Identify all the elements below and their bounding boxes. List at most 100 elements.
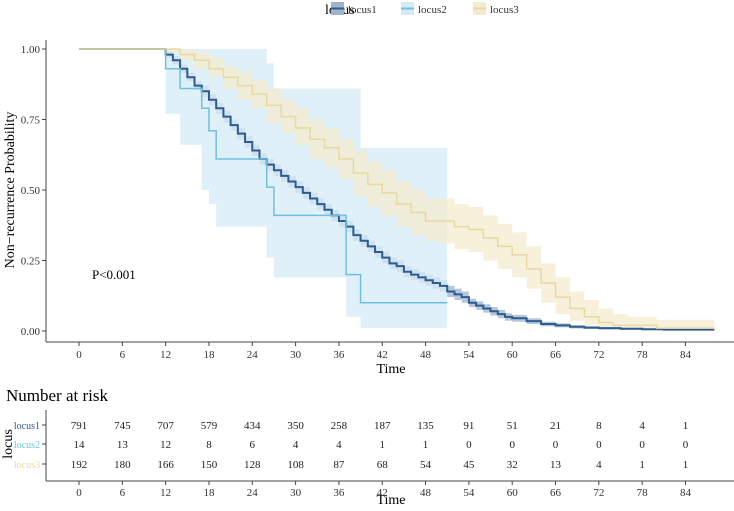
risk-table: Number at risk locus Time locus1 791 745 70… xyxy=(1,386,734,508)
risk-count-locus1: 745 xyxy=(114,420,131,432)
risk-count-locus2: 4 xyxy=(336,439,342,451)
y-tick-label: 0.50 xyxy=(21,185,41,197)
risk-count-locus2: 6 xyxy=(250,439,256,451)
x-tick-label: 30 xyxy=(290,349,302,361)
risk-count-locus2: 14 xyxy=(74,439,86,451)
risk-count-locus1: 91 xyxy=(463,420,474,432)
ci-ribbon-locus2 xyxy=(79,49,448,329)
x-tick-label: 48 xyxy=(420,349,432,361)
x-tick-label: 78 xyxy=(637,349,649,361)
x-tick-label: 24 xyxy=(247,349,259,361)
risk-count-locus3: 128 xyxy=(244,459,261,471)
ci-ribbon-locus3 xyxy=(79,49,715,331)
risk-x-tick-label: 72 xyxy=(593,487,604,499)
x-tick-label: 6 xyxy=(120,349,126,361)
risk-count-locus2: 4 xyxy=(293,439,299,451)
risk-x-tick-label: 0 xyxy=(76,487,82,499)
risk-count-locus3: 1 xyxy=(683,459,689,471)
risk-count-locus2: 0 xyxy=(596,439,602,451)
risk-count-locus3: 68 xyxy=(377,459,389,471)
risk-x-tick-label: 24 xyxy=(247,487,259,499)
x-tick-label: 0 xyxy=(76,349,82,361)
risk-count-locus3: 4 xyxy=(596,459,602,471)
x-tick-label: 84 xyxy=(680,349,692,361)
risk-x-tick-label: 48 xyxy=(420,487,432,499)
x-tick-label: 66 xyxy=(550,349,562,361)
risk-count-locus3: 166 xyxy=(157,459,174,471)
risk-count-locus3: 54 xyxy=(420,459,432,471)
risk-row-label-locus2: locus2 xyxy=(14,440,40,451)
y-axis-label: Non−recurrence Probability xyxy=(3,112,18,269)
axes: 0.00 0.25 0.50 0.75 1.00 0 6 12 18 24 30 36 42 48 54 60… xyxy=(21,40,734,361)
risk-x-tick-label: 42 xyxy=(377,487,388,499)
y-tick-label: 1.00 xyxy=(21,44,41,56)
legend-label: locus1 xyxy=(348,4,377,16)
risk-count-locus3: 108 xyxy=(287,459,304,471)
x-tick-label: 12 xyxy=(160,349,171,361)
risk-count-locus1: 4 xyxy=(639,420,645,432)
legend-entry-locus3: locus3 xyxy=(473,2,519,16)
plot-area: 0.00 0.25 0.50 0.75 1.00 0 6 12 18 24 30 36 42 48 54 60… xyxy=(3,40,734,377)
x-axis-label: Time xyxy=(376,362,405,377)
risk-count-locus3: 45 xyxy=(463,459,475,471)
risk-count-locus2: 0 xyxy=(639,439,645,451)
risk-count-locus2: 12 xyxy=(160,439,171,451)
risk-count-locus1: 8 xyxy=(596,420,602,432)
legend-entry-locus2: locus2 xyxy=(401,2,447,16)
risk-x-tick-label: 66 xyxy=(550,487,562,499)
risk-count-locus2: 13 xyxy=(117,439,129,451)
risk-count-locus2: 8 xyxy=(206,439,212,451)
curve-locus2 xyxy=(79,48,448,304)
risk-row-label-locus3: locus3 xyxy=(14,460,40,471)
risk-count-locus3: 13 xyxy=(550,459,562,471)
risk-x-tick-label: 78 xyxy=(637,487,649,499)
risk-count-locus1: 51 xyxy=(507,420,518,432)
p-value-annotation: P<0.001 xyxy=(92,267,136,282)
risk-count-locus1: 135 xyxy=(417,420,434,432)
x-tick-label: 36 xyxy=(333,349,345,361)
risk-count-locus2: 0 xyxy=(553,439,559,451)
risk-table-title: Number at risk xyxy=(6,386,108,405)
legend-label: locus3 xyxy=(490,4,519,16)
risk-table-x-label: Time xyxy=(376,493,405,506)
risk-x-tick-label: 60 xyxy=(507,487,519,499)
risk-x-tick-label: 36 xyxy=(333,487,345,499)
legend-entry-locus1: locus1 xyxy=(331,2,377,16)
risk-count-locus3: 32 xyxy=(507,459,518,471)
risk-count-locus2: 0 xyxy=(683,439,689,451)
risk-x-tick-label: 12 xyxy=(160,487,171,499)
risk-count-locus2: 1 xyxy=(379,439,385,451)
risk-table-y-label: locus xyxy=(1,429,16,459)
risk-count-locus3: 150 xyxy=(201,459,218,471)
risk-count-locus3: 192 xyxy=(71,459,88,471)
risk-count-locus1: 434 xyxy=(244,420,261,432)
risk-row-label-locus1: locus1 xyxy=(14,421,40,432)
risk-count-locus1: 1 xyxy=(683,420,689,432)
x-tick-label: 60 xyxy=(507,349,519,361)
x-tick-label: 54 xyxy=(463,349,475,361)
curve-locus1 xyxy=(79,48,715,331)
ci-ribbons xyxy=(79,49,715,331)
risk-count-locus1: 579 xyxy=(201,420,218,432)
x-tick-label: 72 xyxy=(593,349,604,361)
x-tick-label: 42 xyxy=(377,349,388,361)
risk-count-locus3: 1 xyxy=(639,459,645,471)
risk-x-tick-label: 54 xyxy=(463,487,475,499)
risk-count-locus1: 187 xyxy=(374,420,391,432)
risk-count-locus2: 1 xyxy=(423,439,429,451)
risk-count-locus1: 258 xyxy=(331,420,348,432)
risk-x-tick-label: 84 xyxy=(680,487,692,499)
legend-label: locus2 xyxy=(418,4,447,16)
risk-x-tick-label: 30 xyxy=(290,487,302,499)
risk-count-locus3: 87 xyxy=(333,459,345,471)
risk-count-locus2: 0 xyxy=(509,439,515,451)
curve-locus3 xyxy=(79,48,715,329)
risk-x-tick-label: 6 xyxy=(120,487,126,499)
risk-count-locus1: 707 xyxy=(157,420,174,432)
y-tick-label: 0.00 xyxy=(21,326,41,338)
x-tick-label: 18 xyxy=(203,349,215,361)
risk-count-locus2: 0 xyxy=(466,439,472,451)
